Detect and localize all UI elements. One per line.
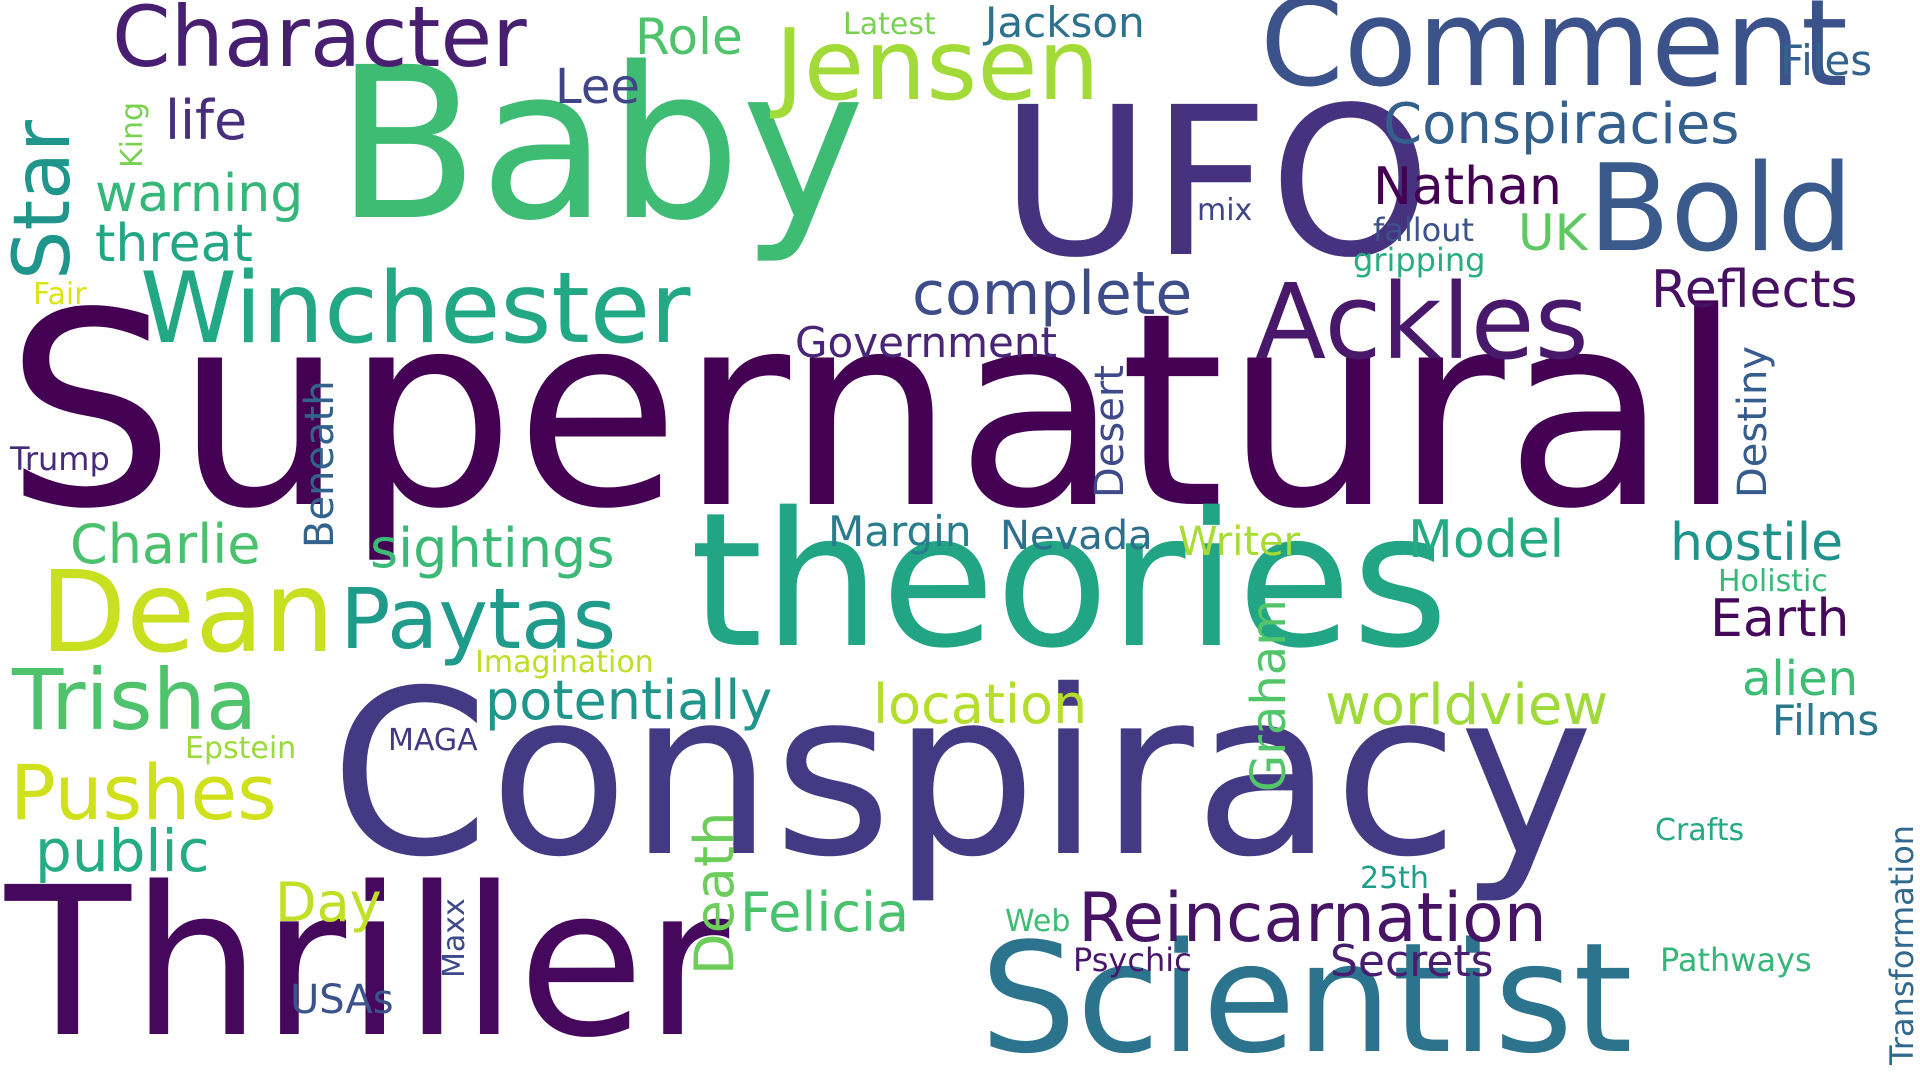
word-conspiracies: Conspiracies	[1383, 92, 1740, 157]
word-hostile: hostile	[1670, 513, 1844, 573]
word-conspiracy: Conspiracy	[330, 641, 1594, 907]
word-warning: warning	[95, 164, 304, 224]
word-usas: USAs	[290, 977, 394, 1023]
word-web: Web	[1005, 904, 1071, 939]
word-uk: UK	[1518, 204, 1588, 262]
word-bold: Bold	[1588, 140, 1854, 279]
word-public: public	[35, 817, 210, 885]
word-ufo: UFO	[1000, 63, 1432, 303]
word-winchester: Winchester	[140, 252, 691, 366]
word-model: Model	[1408, 510, 1565, 570]
word-day: Day	[275, 871, 382, 934]
word-mix: mix	[1197, 193, 1253, 228]
word-earth: Earth	[1710, 589, 1850, 649]
word-death: Death	[683, 811, 746, 975]
word-dean: Dean	[40, 548, 335, 678]
word-reflects: Reflects	[1651, 260, 1858, 320]
word-paytas: Paytas	[340, 570, 617, 668]
word-star: Star	[0, 120, 88, 280]
word-life: life	[165, 89, 248, 152]
word-thriller: Thriller	[5, 843, 730, 1080]
word-margin: Margin	[828, 507, 972, 556]
word-jensen: Jensen	[775, 9, 1100, 123]
word-crafts: Crafts	[1655, 813, 1745, 848]
word-beneath: Beneath	[297, 380, 343, 548]
word-pushes: Pushes	[10, 748, 277, 837]
word-epstein: Epstein	[185, 731, 297, 766]
word-imagination: Imagination	[475, 645, 654, 680]
word-trisha: Trisha	[12, 651, 258, 749]
word-jackson: Jackson	[985, 0, 1145, 47]
word-transformation: Transformation	[1883, 824, 1920, 1065]
word-baby: Baby	[335, 22, 866, 267]
word-complete: complete	[912, 259, 1193, 329]
word-trump: Trump	[10, 440, 110, 478]
word-theories: theories	[690, 472, 1449, 689]
word-government: Government	[795, 318, 1057, 367]
word-graham: Graham	[1241, 599, 1297, 792]
word-character: Character	[112, 0, 527, 86]
word-charlie: Charlie	[70, 513, 261, 576]
word-maga: MAGA	[388, 723, 478, 758]
word-psychic: Psychic	[1073, 941, 1192, 979]
word-nathan: Nathan	[1373, 157, 1562, 217]
word-maxx: Maxx	[437, 898, 472, 978]
word-fair: Fair	[33, 277, 87, 312]
word-nevada: Nevada	[1000, 513, 1153, 559]
word-ackles: Ackles	[1255, 261, 1589, 383]
word-king: King	[115, 101, 150, 168]
word-25th: 25th	[1360, 861, 1429, 896]
word-sightings: sightings	[370, 517, 615, 580]
word-pathways: Pathways	[1660, 941, 1812, 979]
word-scientist: Scientist	[980, 910, 1633, 1080]
word-threat: threat	[95, 214, 253, 274]
word-files: Files	[1780, 36, 1873, 85]
word-felicia: Felicia	[740, 881, 910, 944]
word-worldview: worldview	[1325, 673, 1609, 738]
word-latest: Latest	[843, 7, 936, 42]
word-writer: Writer	[1178, 519, 1301, 565]
word-reincarnation: Reincarnation	[1078, 879, 1547, 958]
word-alien: alien	[1742, 651, 1859, 707]
word-location: location	[873, 673, 1088, 736]
word-comment: Comment	[1260, 0, 1848, 114]
word-gripping: gripping	[1353, 241, 1486, 279]
word-fallout: fallout	[1373, 211, 1475, 249]
word-destiny: Destiny	[1730, 345, 1776, 498]
word-potentially: potentially	[485, 669, 773, 732]
word-role: Role	[635, 8, 743, 66]
word-desert: Desert	[1087, 365, 1133, 498]
word-secrets: Secrets	[1330, 936, 1494, 987]
word-supernatural: Supernatural	[5, 256, 1744, 568]
word-holistic: Holistic	[1718, 564, 1828, 599]
word-lee: Lee	[555, 59, 640, 115]
word-films: Films	[1772, 696, 1880, 745]
